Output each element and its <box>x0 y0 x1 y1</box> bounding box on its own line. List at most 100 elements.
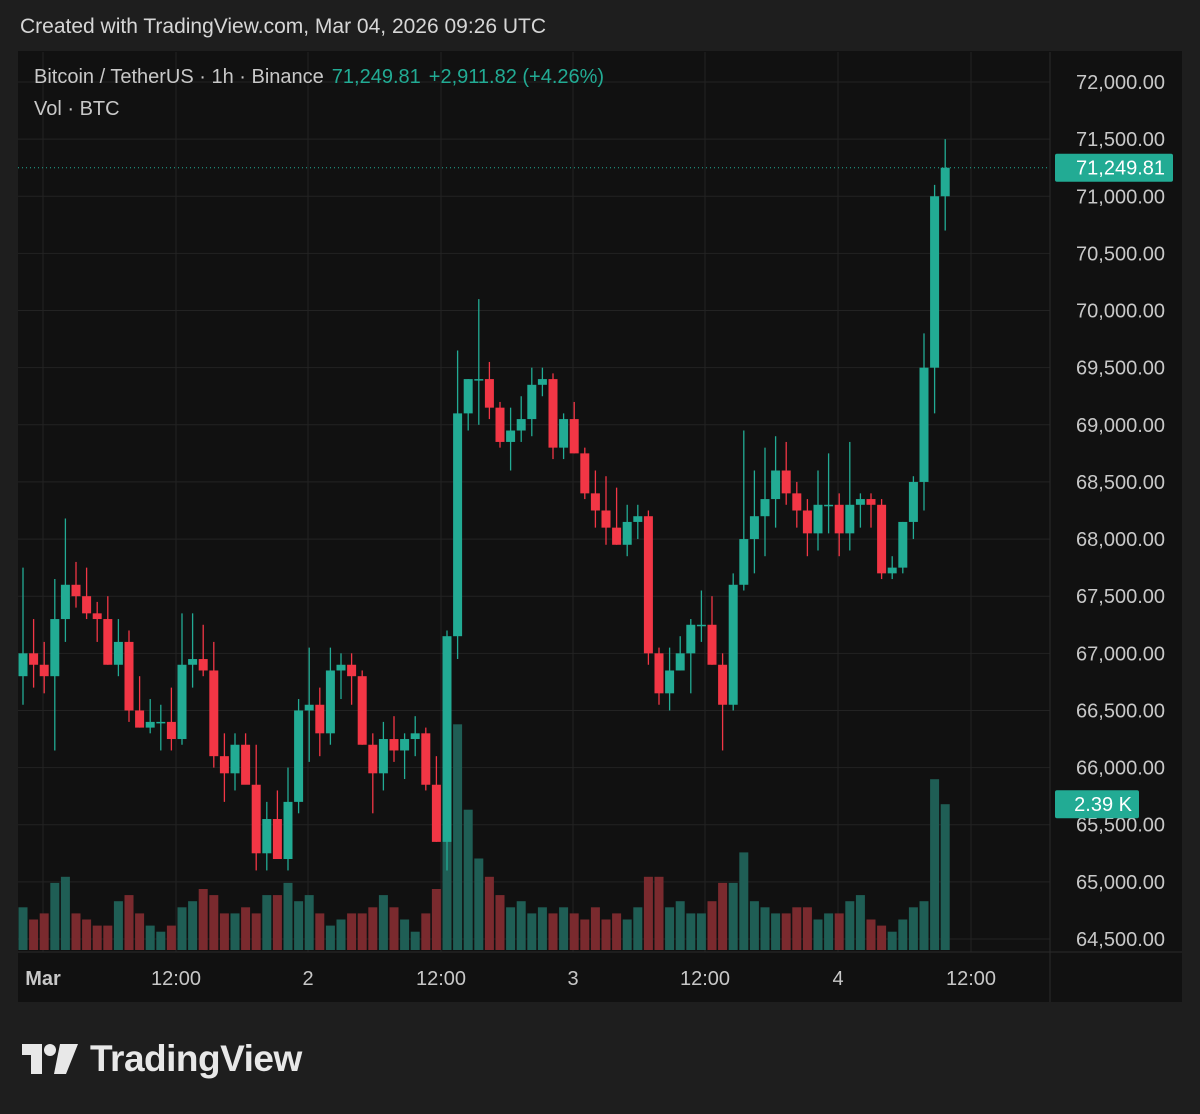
price-tick-label: 71,000.00 <box>1076 186 1165 208</box>
candle-body <box>29 653 39 665</box>
volume-bar <box>272 895 282 950</box>
price-tick-label: 69,500.00 <box>1076 358 1165 380</box>
time-tick-label: 12:00 <box>946 968 996 990</box>
candle-body <box>675 653 685 671</box>
volume-bar <box>855 895 865 950</box>
price-tick-label: 68,000.00 <box>1076 529 1165 551</box>
volume-bar <box>484 876 494 950</box>
volume-bar <box>209 895 219 950</box>
volume-bar <box>590 907 600 950</box>
volume-bar <box>29 919 39 950</box>
candle-body <box>548 379 558 448</box>
candle-body <box>707 624 717 665</box>
volume-bar <box>686 913 696 950</box>
candle-body <box>866 499 876 505</box>
volume-bar <box>824 913 834 950</box>
volume-bar <box>230 913 240 950</box>
candle-body <box>718 664 728 705</box>
candle-body <box>739 539 749 585</box>
candle-body <box>834 504 844 534</box>
candle-body <box>845 504 855 534</box>
volume-bar <box>696 913 706 950</box>
price-tick-label: 70,000.00 <box>1076 301 1165 323</box>
volume-bar <box>559 907 569 950</box>
volume-bar <box>643 876 653 950</box>
time-tick-label: 12:00 <box>680 968 730 990</box>
volume-bar <box>781 913 791 950</box>
price-tick-label: 66,000.00 <box>1076 758 1165 780</box>
volume-bar <box>283 882 293 950</box>
volume-bar <box>877 925 887 950</box>
volume-bar <box>241 907 251 950</box>
volume-bar <box>569 913 579 950</box>
price-tick-label: 67,000.00 <box>1076 643 1165 665</box>
volume-bar <box>930 779 940 950</box>
volume-bar <box>506 907 516 950</box>
volume-bars <box>18 724 950 950</box>
volume-bar <box>39 913 49 950</box>
volume-bar <box>792 907 802 950</box>
volume-bar <box>336 919 346 950</box>
candle-body <box>506 430 516 442</box>
volume-bar <box>633 907 643 950</box>
last-price-badge-label: 71,249.81 <box>1076 158 1165 180</box>
price-tick-label: 64,500.00 <box>1076 929 1165 951</box>
candle-body <box>887 567 897 574</box>
price-tick-label: 71,500.00 <box>1076 129 1165 151</box>
volume-bar <box>845 901 855 950</box>
volume-bar <box>368 907 378 950</box>
candle-body <box>559 419 569 448</box>
volume-bar <box>177 907 187 950</box>
volume-bar <box>421 913 431 950</box>
candle-body <box>824 504 834 507</box>
volume-bar <box>378 895 388 950</box>
candle-body <box>272 819 282 860</box>
candle-body <box>209 670 219 757</box>
candle-body <box>898 521 908 568</box>
volume-bar <box>347 913 357 950</box>
volume-bar <box>580 919 590 950</box>
candle-body <box>654 653 664 694</box>
created-with-caption: Created with TradingView.com, Mar 04, 20… <box>20 15 547 38</box>
candles <box>18 139 950 871</box>
volume-bar <box>834 913 844 950</box>
tradingview-logo: TradingView <box>22 1038 302 1080</box>
time-tick-label: 12:00 <box>151 968 201 990</box>
volume-bar <box>198 889 208 950</box>
candle-body <box>103 619 113 665</box>
volume-badge <box>1055 790 1139 819</box>
chart-pane[interactable] <box>18 51 1182 1002</box>
candle-body <box>665 670 675 694</box>
volume-bar <box>654 876 664 950</box>
volume-bar <box>771 913 781 950</box>
symbol-legend[interactable]: Bitcoin / TetherUS · 1h · Binance 71,249.… <box>34 66 604 89</box>
candle-body <box>188 659 198 665</box>
candle-body <box>336 664 346 671</box>
volume-bar <box>495 895 505 950</box>
volume-bar <box>622 919 632 950</box>
candle-body <box>82 596 92 614</box>
candle-body <box>241 744 251 785</box>
price-tick-label: 66,500.00 <box>1076 700 1165 722</box>
candle-body <box>728 584 738 705</box>
candle-body <box>50 619 60 677</box>
volume-bar <box>665 907 675 950</box>
candle-body <box>145 721 155 728</box>
price-tick-label: 65,000.00 <box>1076 872 1165 894</box>
candle-body <box>39 664 49 677</box>
volume-bar <box>537 907 547 950</box>
candle-body <box>633 516 643 522</box>
candle-body <box>612 527 622 545</box>
last-price-text: 71,249.81 <box>331 66 421 88</box>
volume-bar <box>315 913 325 950</box>
candle-body <box>92 613 102 620</box>
candle-body <box>484 379 494 408</box>
volume-legend[interactable]: Vol · BTC <box>34 98 120 120</box>
candle-body <box>855 499 865 505</box>
symbol-title: Bitcoin / TetherUS · 1h · Binance <box>34 66 324 88</box>
volume-bar <box>219 913 229 950</box>
volume-bar <box>728 882 738 950</box>
candle-body <box>792 493 802 511</box>
volume-bar <box>389 907 399 950</box>
